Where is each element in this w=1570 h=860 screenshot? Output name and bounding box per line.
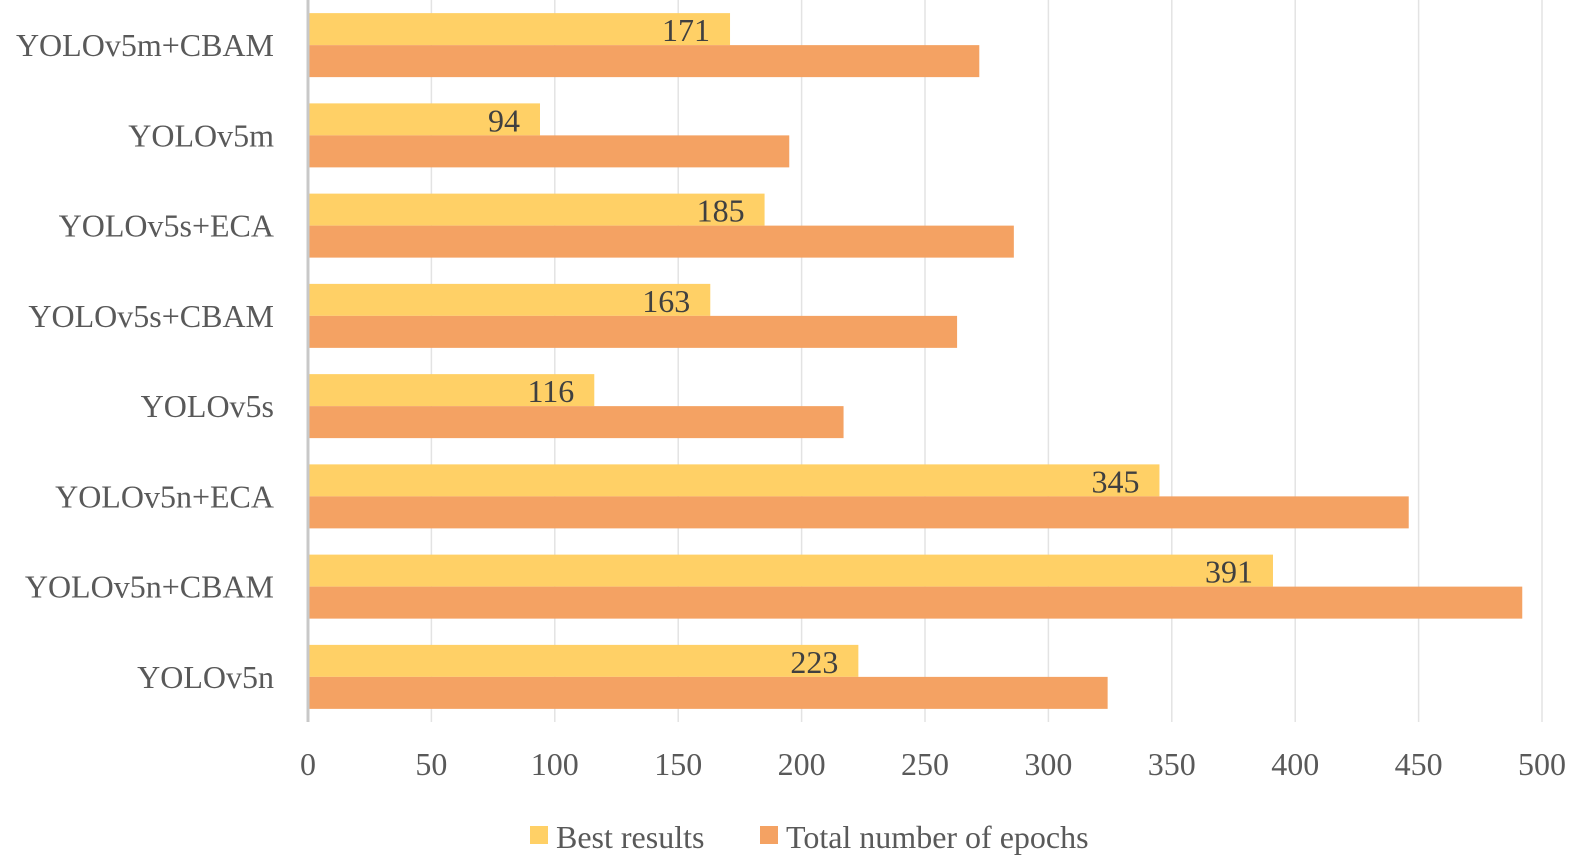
legend-swatch (530, 826, 548, 844)
bar-total-epochs (308, 225, 1014, 258)
bar-total-epochs (308, 406, 844, 439)
category-label: YOLOv5m+CBAM (16, 27, 274, 63)
category-label: YOLOv5n (137, 659, 274, 695)
data-labels: 171 94 185 163 116 345 391 223 (488, 12, 1253, 680)
bar-best-results (308, 644, 859, 677)
bar-best-results (308, 103, 540, 136)
bar-total-epochs (308, 586, 1523, 619)
data-label: 345 (1091, 463, 1139, 499)
category-label: YOLOv5s+ECA (59, 208, 274, 244)
x-tick-label: 200 (778, 746, 826, 782)
legend-label: Total number of epochs (786, 819, 1089, 855)
gridlines (430, 0, 1543, 722)
x-tick-label: 50 (415, 746, 447, 782)
bar-best-results (308, 554, 1273, 587)
legend-label: Best results (556, 819, 704, 855)
category-label: YOLOv5n+ECA (55, 478, 274, 514)
data-label: 223 (790, 644, 838, 680)
legend: Best results Total number of epochs (530, 819, 1089, 855)
x-tick-label: 350 (1148, 746, 1196, 782)
bar-total-epochs (308, 676, 1108, 709)
bar-total-epochs (308, 45, 980, 78)
x-tick-label: 450 (1395, 746, 1443, 782)
x-tick-label: 100 (531, 746, 579, 782)
bar-best-results (308, 464, 1160, 497)
bar-best-results (308, 193, 765, 226)
axes: 0 50 100 150 200 250 300 350 400 450 500 YOLOv5m+CB… (16, 0, 1566, 782)
legend-swatch (760, 826, 778, 844)
bar-total-epochs (308, 496, 1409, 529)
data-label: 163 (642, 283, 690, 319)
data-label: 185 (697, 193, 745, 229)
category-label: YOLOv5m (128, 117, 274, 153)
data-label: 171 (662, 12, 710, 48)
bar-best-results (308, 374, 595, 407)
data-label: 116 (527, 373, 574, 409)
data-label: 391 (1205, 554, 1253, 590)
category-label: YOLOv5s+CBAM (28, 298, 274, 334)
data-label: 94 (488, 102, 520, 138)
category-label: YOLOv5n+CBAM (25, 569, 274, 605)
bar-total-epochs (308, 135, 790, 168)
category-label: YOLOv5s (141, 388, 274, 424)
bars (308, 13, 1523, 709)
x-tick-label: 500 (1518, 746, 1566, 782)
x-tick-label: 0 (300, 746, 316, 782)
bar-best-results (308, 283, 711, 316)
bar-best-results (308, 13, 731, 46)
bar-total-epochs (308, 315, 958, 348)
x-tick-label: 400 (1271, 746, 1319, 782)
x-tick-label: 300 (1024, 746, 1072, 782)
x-tick-label: 250 (901, 746, 949, 782)
x-tick-label: 150 (654, 746, 702, 782)
